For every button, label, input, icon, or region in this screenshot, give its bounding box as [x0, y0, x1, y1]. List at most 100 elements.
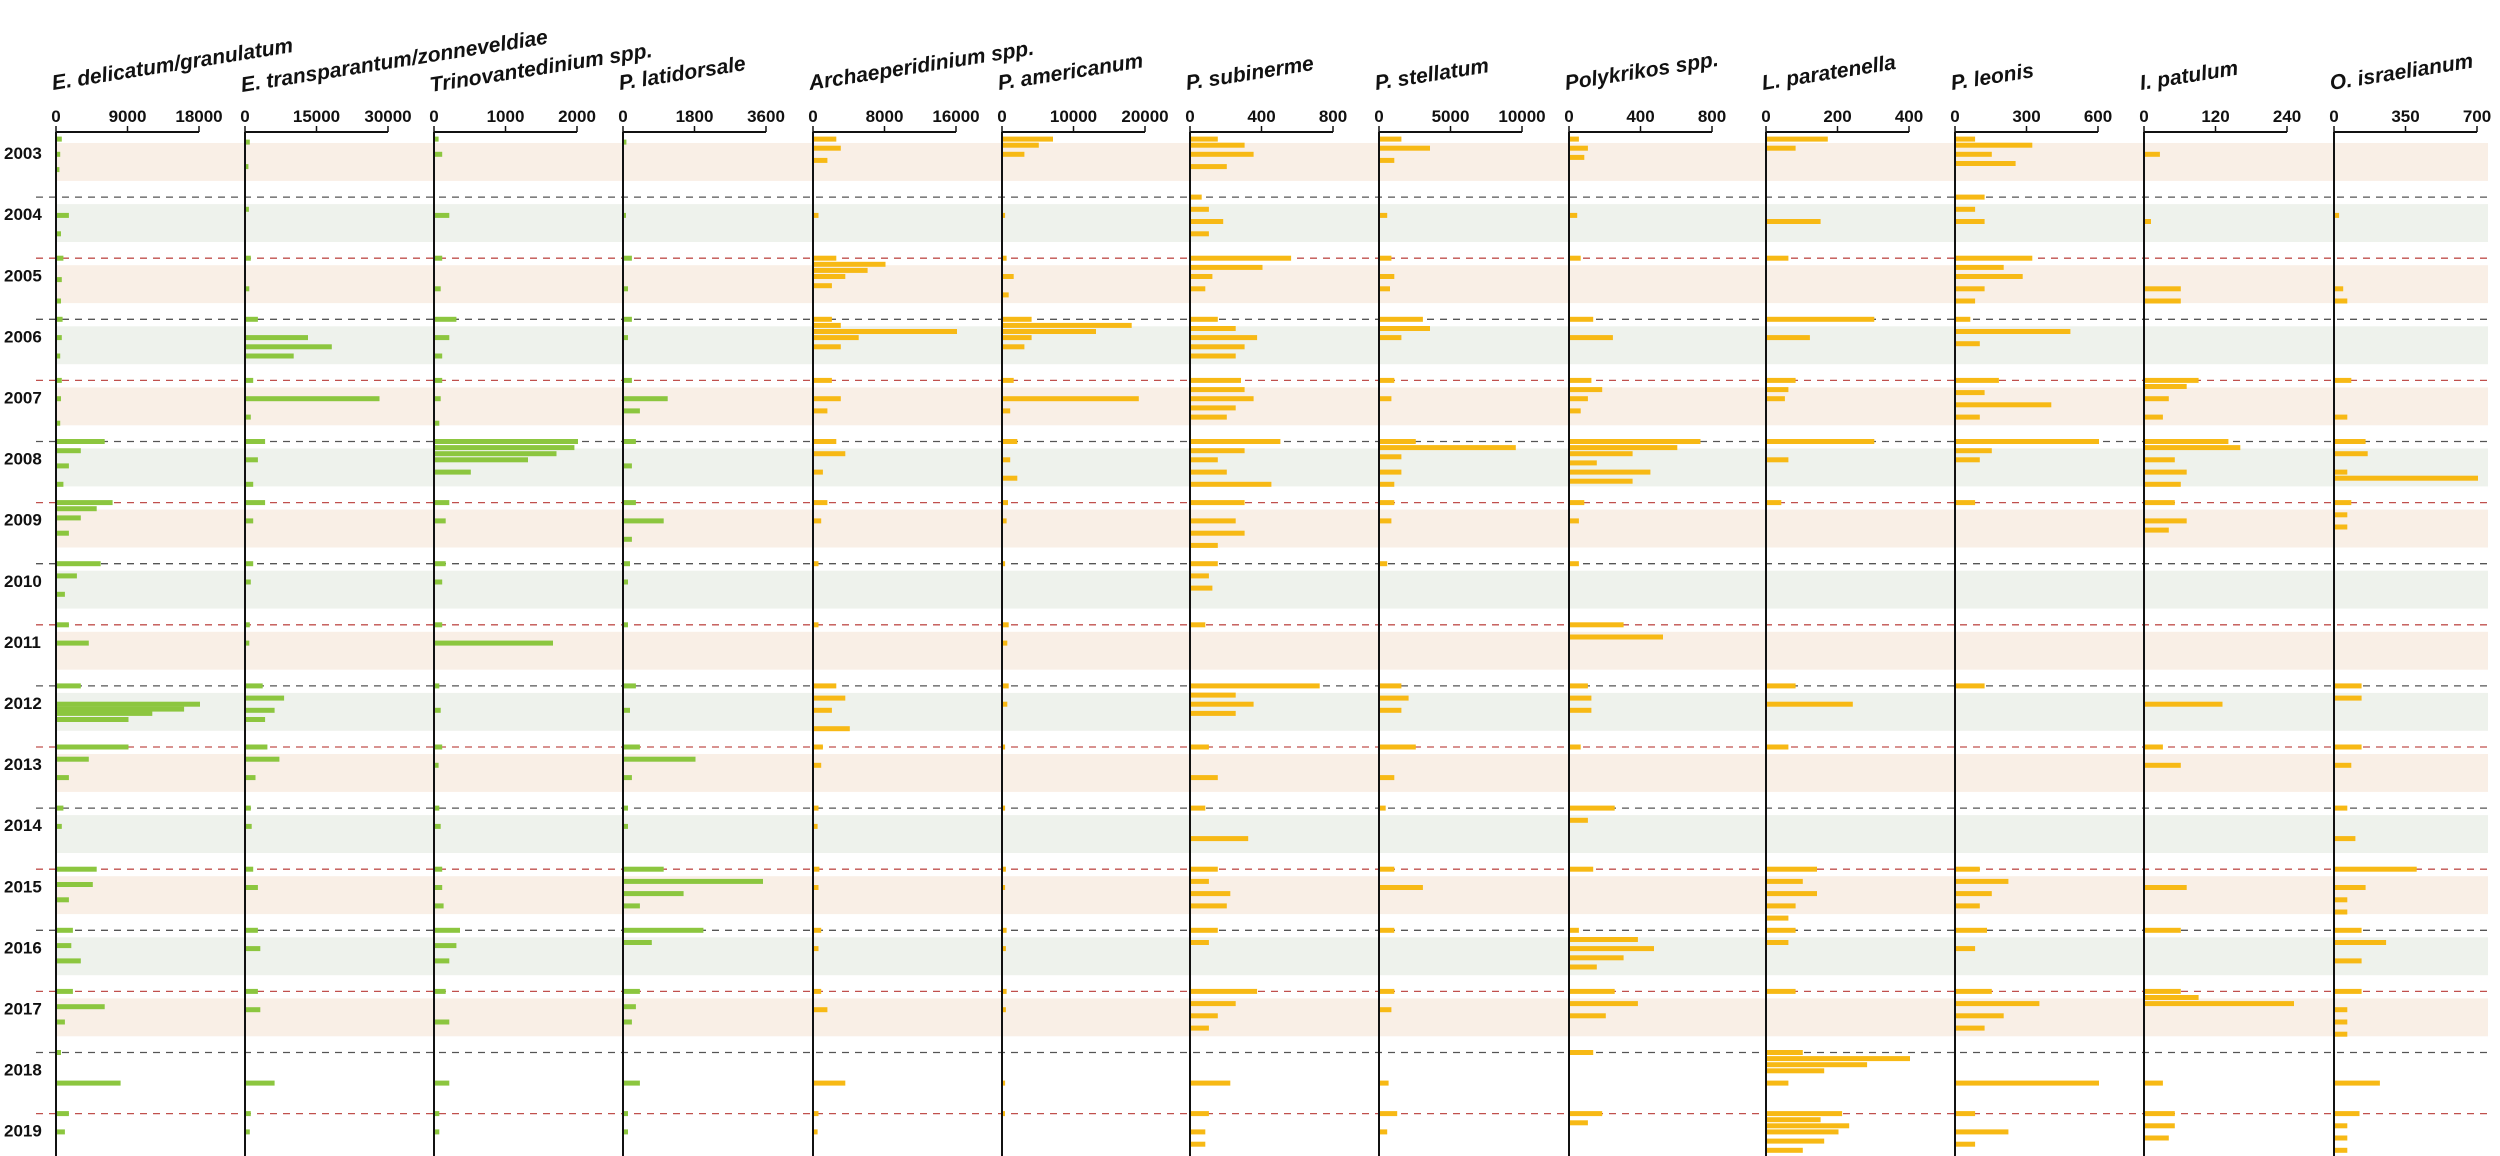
bar-p-leonis: [1956, 255, 2033, 261]
bar-p-subinerme: [1191, 448, 1245, 454]
year-label-2009: 2009: [4, 511, 42, 530]
bar-e-transparantum-zonneveldiae: [246, 756, 280, 762]
tick-label-polykrikos-spp: 400: [1626, 107, 1654, 126]
bar-p-americanum: [1003, 151, 1025, 157]
bar-p-subinerme: [1191, 805, 1206, 811]
bar-e-transparantum-zonneveldiae: [246, 717, 266, 722]
tick-label-p-leonis: 600: [2084, 107, 2112, 126]
bar-p-latidorsale: [624, 139, 627, 145]
bar-trinovantedinium-spp: [435, 1111, 440, 1117]
bar-p-latidorsale: [624, 1004, 636, 1010]
bar-e-delicatum-granulatum: [57, 805, 64, 811]
bar-p-latidorsale: [624, 500, 636, 506]
bar-p-stellatum: [1380, 212, 1388, 218]
bar-e-delicatum-granulatum: [57, 756, 89, 762]
bar-p-leonis: [1956, 402, 2052, 408]
bar-polykrikos-spp: [1570, 1120, 1588, 1126]
bar-archaeperidinium-spp: [814, 451, 846, 457]
bar-polykrikos-spp: [1570, 335, 1613, 341]
bar-trinovantedinium-spp: [435, 136, 439, 142]
bar-i-patulum: [2145, 988, 2181, 994]
bar-e-transparantum-zonneveldiae: [246, 500, 266, 506]
bar-l-paratenella: [1767, 940, 1789, 945]
bar-p-stellatum: [1380, 927, 1395, 933]
bar-archaeperidinium-spp: [814, 396, 841, 402]
tick-label-trinovantedinium-spp: 0: [429, 107, 438, 126]
year-label-2006: 2006: [4, 327, 42, 346]
bar-l-paratenella: [1767, 927, 1796, 933]
year-band-2013: [56, 754, 2488, 792]
bar-p-americanum: [1003, 1111, 1005, 1117]
bar-p-latidorsale: [624, 518, 664, 524]
bar-o-israelianum: [2335, 988, 2362, 994]
bar-polykrikos-spp: [1570, 1050, 1594, 1055]
bar-i-patulum: [2145, 396, 2169, 402]
bar-p-americanum: [1003, 212, 1006, 218]
bar-p-americanum: [1003, 377, 1014, 383]
tick-label-p-americanum: 20000: [1121, 107, 1168, 126]
bar-l-paratenella: [1767, 396, 1785, 402]
bar-e-delicatum-granulatum: [57, 506, 97, 512]
bar-e-delicatum-granulatum: [57, 823, 62, 829]
bar-p-latidorsale: [624, 622, 628, 628]
bar-p-subinerme: [1191, 335, 1258, 341]
tick-label-p-latidorsale: 0: [618, 107, 627, 126]
bar-trinovantedinium-spp: [435, 866, 443, 872]
bar-trinovantedinium-spp: [435, 1019, 450, 1025]
bar-o-israelianum: [2335, 414, 2348, 420]
bar-e-delicatum-granulatum: [57, 882, 93, 887]
bar-e-transparantum-zonneveldiae: [246, 377, 254, 383]
bar-archaeperidinium-spp: [814, 805, 819, 811]
bar-p-leonis: [1956, 439, 2099, 444]
bar-e-delicatum-granulatum: [57, 231, 61, 237]
year-label-2015: 2015: [4, 877, 42, 896]
bar-trinovantedinium-spp: [435, 500, 450, 506]
bar-e-delicatum-granulatum: [57, 744, 129, 750]
bar-e-delicatum-granulatum: [57, 683, 81, 689]
bar-e-transparantum-zonneveldiae: [246, 164, 249, 170]
bar-p-latidorsale: [624, 744, 640, 750]
bar-e-delicatum-granulatum: [57, 298, 61, 304]
bar-polykrikos-spp: [1570, 451, 1633, 457]
bar-e-transparantum-zonneveldiae: [246, 805, 251, 811]
bar-i-patulum: [2145, 439, 2229, 444]
bar-p-subinerme: [1191, 136, 1218, 142]
bar-e-transparantum-zonneveldiae: [246, 744, 268, 750]
bar-archaeperidinium-spp: [814, 1007, 828, 1013]
bar-i-patulum: [2145, 518, 2187, 524]
bar-e-transparantum-zonneveldiae: [246, 823, 252, 829]
bar-e-transparantum-zonneveldiae: [246, 1080, 275, 1086]
bar-p-subinerme: [1191, 940, 1209, 945]
bar-o-israelianum: [2335, 762, 2352, 768]
bar-p-subinerme: [1191, 264, 1263, 270]
bar-p-leonis: [1956, 286, 1985, 292]
bar-o-israelianum: [2335, 475, 2478, 481]
bar-p-subinerme: [1191, 206, 1209, 212]
panel-title-p-subinerme: P. subinerme: [1184, 52, 1315, 95]
bar-p-leonis: [1956, 1013, 2004, 1019]
bar-p-subinerme: [1191, 710, 1236, 716]
bar-e-delicatum-granulatum: [57, 481, 64, 487]
bar-o-israelianum: [2335, 744, 2362, 750]
bar-p-subinerme: [1191, 1080, 1231, 1086]
bar-p-subinerme: [1191, 326, 1236, 331]
bar-p-subinerme: [1191, 500, 1245, 506]
bar-p-subinerme: [1191, 142, 1245, 148]
bar-p-subinerme: [1191, 274, 1213, 279]
bar-p-subinerme: [1191, 775, 1218, 781]
tick-label-e-transparantum-zonneveldiae: 0: [240, 107, 249, 126]
bar-o-israelianum: [2335, 286, 2344, 292]
bar-p-latidorsale: [624, 683, 636, 689]
bar-p-americanum: [1003, 457, 1011, 463]
tick-label-o-israelianum: 700: [2463, 107, 2491, 126]
bar-p-americanum: [1003, 274, 1014, 279]
bar-archaeperidinium-spp: [814, 762, 822, 768]
bar-archaeperidinium-spp: [814, 1129, 818, 1135]
tick-label-p-stellatum: 0: [1374, 107, 1383, 126]
year-band-2006: [56, 326, 2488, 365]
bar-l-paratenella: [1767, 1123, 1850, 1129]
bar-trinovantedinium-spp: [435, 255, 443, 261]
tick-label-p-stellatum: 5000: [1432, 107, 1470, 126]
